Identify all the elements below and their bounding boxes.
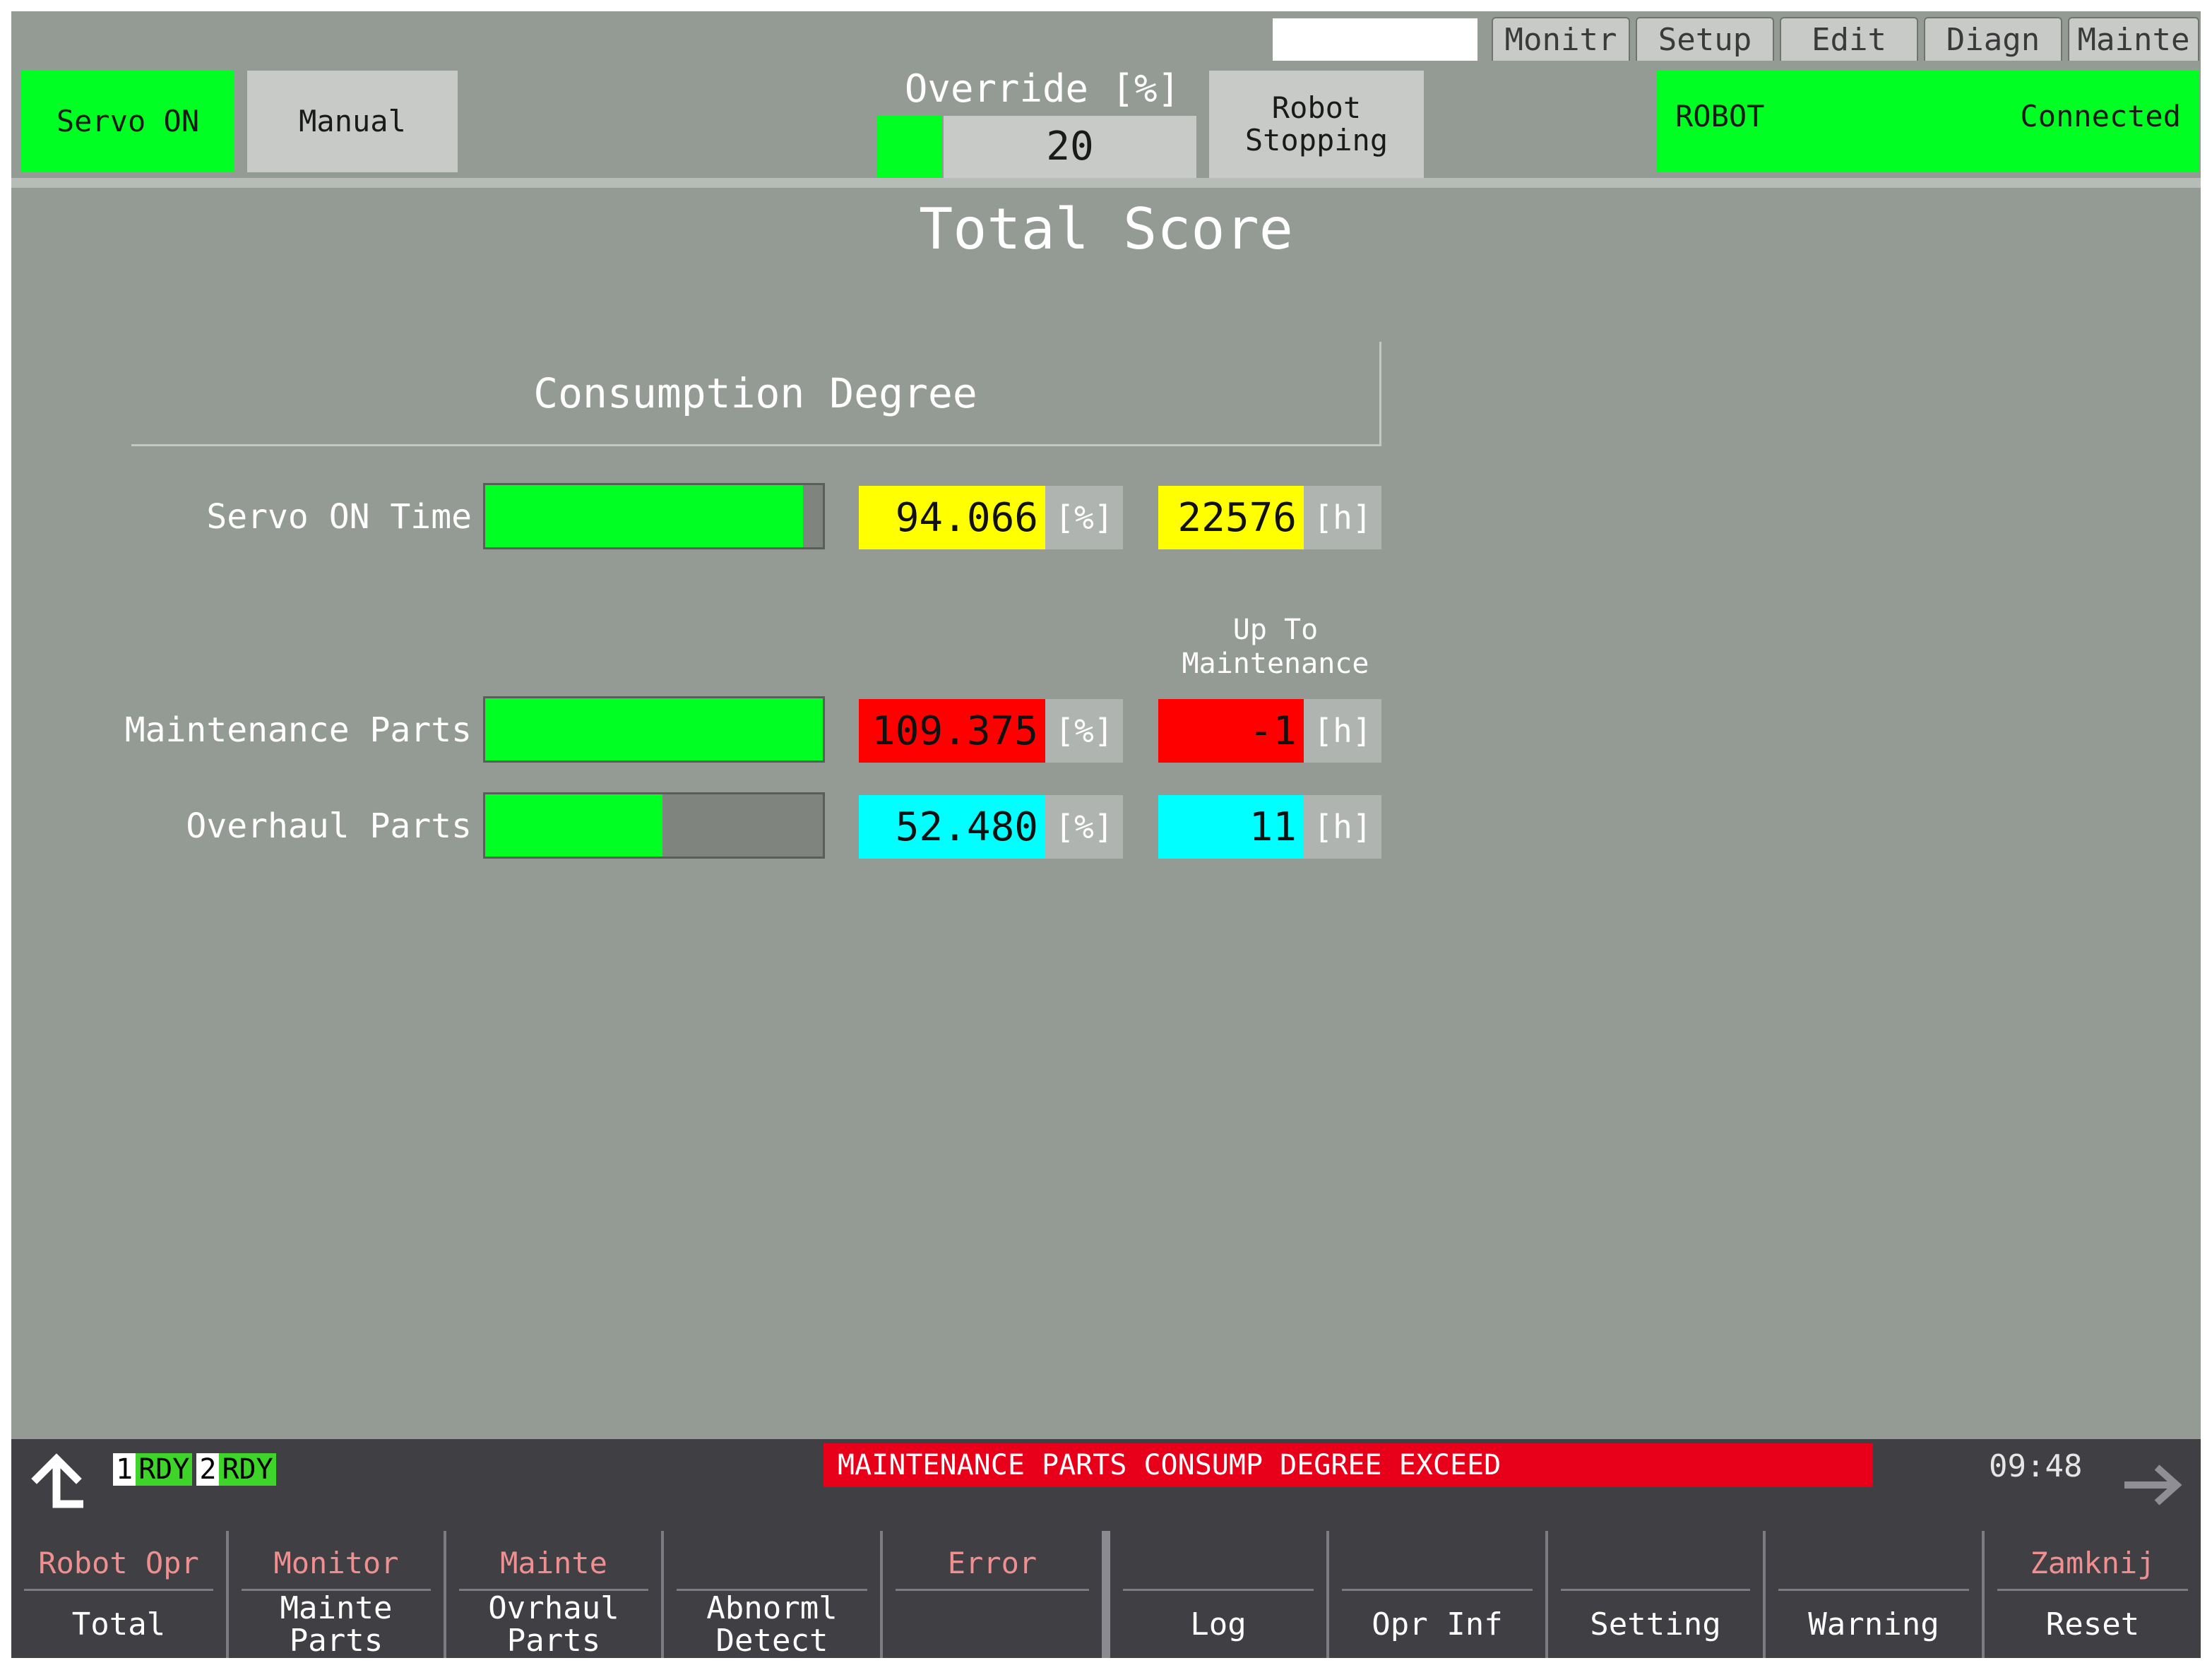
header-divider xyxy=(11,178,2201,188)
bar-maintenance-parts xyxy=(483,696,825,763)
clock: 09:48 xyxy=(1989,1448,2083,1484)
fkey-top-label: Error xyxy=(896,1537,1089,1591)
fkey-bottom-label: Log xyxy=(1190,1606,1247,1642)
fkey-warning[interactable]: Warning xyxy=(1766,1531,1985,1658)
bar-fill xyxy=(485,698,823,761)
upto-line2: Maintenance xyxy=(1182,648,1369,680)
fkey-top-label: Zamknij xyxy=(1997,1537,2188,1591)
fkey-top-label xyxy=(677,1537,867,1591)
mode-button[interactable]: Manual xyxy=(247,71,458,172)
percent-value: 94.066 xyxy=(859,486,1045,549)
override-level-indicator xyxy=(877,116,942,178)
fkey-top-label: Monitor xyxy=(242,1537,431,1591)
bar-overhaul-parts xyxy=(483,792,825,859)
fkey-bottom-label: Mainte Parts xyxy=(280,1590,393,1658)
fkey-top-label xyxy=(1123,1537,1314,1591)
bar-fill xyxy=(485,794,662,857)
right-arrow-icon[interactable] xyxy=(2120,1460,2184,1510)
fkey-bottom-label: Reset xyxy=(2045,1606,2140,1642)
percent-unit: [%] xyxy=(1054,499,1114,537)
row-label-overhaul-parts: Overhaul Parts xyxy=(186,806,472,846)
hours-value: 11 xyxy=(1158,795,1304,859)
servo-status-button[interactable]: Servo ON xyxy=(21,71,234,172)
percent-box-overhaul-parts: 52.480 [%] xyxy=(859,795,1123,859)
row-label-servo-on-time: Servo ON Time xyxy=(206,497,472,537)
fkey-abnorml-detect[interactable]: Abnorml Detect xyxy=(664,1531,883,1658)
hours-unit: [h] xyxy=(1313,712,1372,750)
tab-mainte[interactable]: Mainte xyxy=(2068,17,2199,61)
robot-state-button[interactable]: Robot Stopping xyxy=(1209,71,1424,178)
fkey-top-label xyxy=(1778,1537,1969,1591)
fkey-bottom-label: Ovrhaul Parts xyxy=(488,1590,619,1658)
robot-state-line2: Stopping xyxy=(1244,123,1389,157)
rdy1-number: 1 xyxy=(113,1453,136,1486)
fkey-top-label xyxy=(1342,1537,1533,1591)
hours-unit: [h] xyxy=(1313,808,1372,846)
fkey-bottom-label: Abnorml Detect xyxy=(706,1590,838,1658)
fkey-reset[interactable]: Zamknij Reset xyxy=(1985,1531,2201,1658)
fkey-bottom-label xyxy=(883,1592,1102,1658)
rdy2-badge: RDY xyxy=(219,1453,276,1486)
connection-status: ROBOT Connected xyxy=(1657,71,2199,172)
fkey-bottom-label: Opr Inf xyxy=(1372,1606,1503,1642)
percent-unit: [%] xyxy=(1054,808,1114,846)
page-title: Total Score xyxy=(919,196,1293,262)
tab-monitr[interactable]: Monitr xyxy=(1492,17,1630,61)
robot-name: ROBOT xyxy=(1675,99,1765,133)
connection-label: Connected xyxy=(2020,99,2181,133)
hours-box-servo-on-time: 22576 [h] xyxy=(1158,486,1381,549)
fkey-bottom-label: Setting xyxy=(1590,1606,1721,1642)
input-field-blank[interactable] xyxy=(1273,18,1477,61)
robot-controller-screen: Monitr Setup Edit Diagn Mainte Servo ON … xyxy=(11,11,2201,1658)
section-header: Consumption Degree xyxy=(131,342,1381,446)
hours-box-maintenance-parts: -1 [h] xyxy=(1158,699,1381,763)
robot-state-line1: Robot xyxy=(1271,90,1362,125)
rdy-indicators: 1 RDY 2 RDY xyxy=(113,1452,276,1487)
fkey-top-label xyxy=(1561,1537,1750,1591)
override-label: Override [%] xyxy=(904,66,1181,111)
percent-box-maintenance-parts: 109.375 [%] xyxy=(859,699,1123,763)
fkey-opr-inf[interactable]: Opr Inf xyxy=(1329,1531,1548,1658)
fkey-mainte-parts[interactable]: Monitor Mainte Parts xyxy=(229,1531,446,1658)
fkey-bottom-label: Total xyxy=(71,1606,166,1642)
hours-box-overhaul-parts: 11 [h] xyxy=(1158,795,1381,859)
rdy1-badge: RDY xyxy=(136,1453,193,1486)
bar-fill xyxy=(485,485,803,547)
percent-box-servo-on-time: 94.066 [%] xyxy=(859,486,1123,549)
up-arrow-icon[interactable] xyxy=(28,1452,89,1513)
override-value[interactable]: 20 xyxy=(944,116,1196,178)
percent-value: 52.480 xyxy=(859,795,1045,859)
row-label-maintenance-parts: Maintenance Parts xyxy=(124,710,472,750)
hours-value: 22576 xyxy=(1158,486,1304,549)
tab-diagn[interactable]: Diagn xyxy=(1924,17,2062,61)
fkey-top-label: Mainte xyxy=(459,1537,648,1591)
rdy2-number: 2 xyxy=(196,1453,220,1486)
percent-unit: [%] xyxy=(1054,712,1114,750)
fkey-top-label: Robot Opr xyxy=(24,1537,213,1591)
tab-edit[interactable]: Edit xyxy=(1780,17,1918,61)
hours-value: -1 xyxy=(1158,699,1304,763)
fkey-error[interactable]: Error xyxy=(883,1531,1110,1658)
hours-unit: [h] xyxy=(1313,499,1372,537)
bar-servo-on-time xyxy=(483,483,825,549)
fkey-ovrhaul-parts[interactable]: Mainte Ovrhaul Parts xyxy=(446,1531,664,1658)
percent-value: 109.375 xyxy=(859,699,1045,763)
alarm-message[interactable]: MAINTENANCE PARTS CONSUMP DEGREE EXCEED xyxy=(823,1443,1873,1487)
fkey-bottom-label: Warning xyxy=(1808,1606,1939,1642)
upto-line1: Up To xyxy=(1232,614,1319,646)
up-to-maintenance-label: Up To Maintenance xyxy=(1163,613,1389,681)
fkey-log[interactable]: Log xyxy=(1110,1531,1329,1658)
fkey-setting[interactable]: Setting xyxy=(1548,1531,1766,1658)
tab-setup[interactable]: Setup xyxy=(1636,17,1774,61)
fkey-total[interactable]: Robot Opr Total xyxy=(11,1531,229,1658)
